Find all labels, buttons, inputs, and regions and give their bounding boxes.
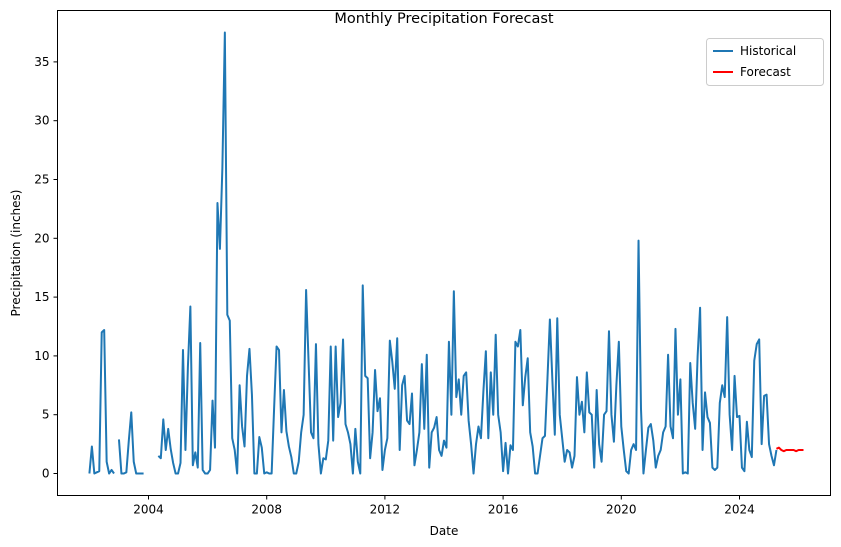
axes-frame [57,10,831,496]
x-tick-label: 2016 [488,503,519,517]
x-tick-label: 2024 [724,503,755,517]
y-tick-label: 10 [34,349,49,363]
y-tick-label: 0 [42,467,50,481]
x-tick-label: 2008 [251,503,282,517]
x-tick-label: 2020 [606,503,637,517]
y-tick-label: 35 [34,55,49,69]
x-axis: 2004 2008 2012 2016 2020 2024 [133,495,755,517]
x-axis-title: Date [430,524,459,538]
legend: Historical Forecast [706,38,824,86]
y-tick-label: 30 [34,114,49,128]
plot-area [88,31,804,475]
y-axis: 0 5 10 15 20 25 30 35 [34,55,58,481]
chart-title: Monthly Precipitation Forecast [334,11,554,27]
legend-label-forecast: Forecast [740,65,791,79]
x-tick-label: 2012 [370,503,401,517]
y-tick-label: 5 [42,408,50,422]
y-axis-title: Precipitation (inches) [9,190,23,317]
y-tick-label: 20 [34,231,49,245]
y-tick-label: 15 [34,290,49,304]
series-line-historical [88,31,778,475]
legend-box [706,38,824,86]
legend-label-historical: Historical [740,44,796,58]
series-line-forecast [776,446,804,453]
x-tick-label: 2004 [133,503,164,517]
y-tick-label: 25 [34,172,49,186]
